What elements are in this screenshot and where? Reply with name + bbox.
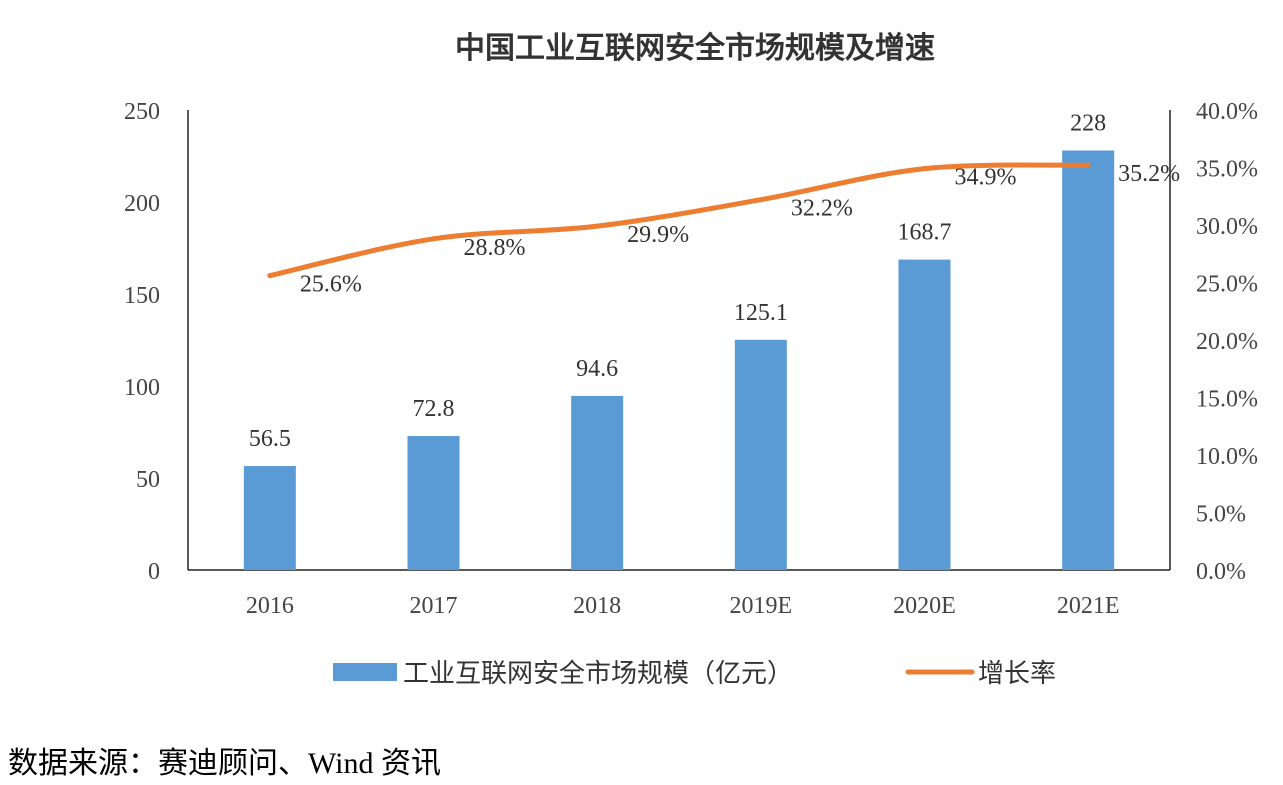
bar-2018 — [571, 395, 624, 570]
growth-value-label: 28.8% — [464, 235, 526, 261]
y-right-tick-label: 35.0% — [1196, 157, 1258, 183]
y-right-tick-label: 10.0% — [1196, 444, 1258, 470]
legend-label-growth-rate: 增长率 — [978, 659, 1056, 689]
bar-value-label: 228 — [1070, 110, 1106, 136]
growth-point-2016 — [267, 273, 273, 279]
growth-point-2020E — [922, 166, 927, 172]
bar-value-label: 168.7 — [898, 220, 952, 246]
chart-title: 中国工业互联网安全市场规模及增速 — [455, 31, 935, 66]
y-right-tick-label: 5.0% — [1196, 502, 1246, 528]
y-left-tick-label: 0 — [148, 559, 160, 585]
x-tick-label: 2020E — [893, 593, 956, 619]
source-note: 数据来源：赛迪顾问、Wind 资讯 — [8, 747, 441, 780]
y-left-tick-label: 250 — [124, 99, 160, 125]
growth-value-label: 35.2% — [1118, 161, 1180, 187]
y-left-tick-label: 200 — [124, 191, 160, 217]
legend-swatch-market-size — [333, 663, 397, 681]
bar-value-label: 56.5 — [249, 426, 291, 452]
growth-value-label: 29.9% — [627, 222, 689, 248]
bar-value-label: 94.6 — [576, 356, 618, 382]
x-tick-label: 2018 — [573, 593, 621, 619]
y-right-tick-label: 15.0% — [1196, 387, 1258, 413]
y-left-tick-label: 150 — [124, 283, 160, 309]
x-tick-label: 2021E — [1057, 593, 1120, 619]
y-left-tick-label: 100 — [124, 375, 160, 401]
growth-point-2017 — [431, 236, 436, 242]
x-tick-label: 2016 — [246, 593, 294, 619]
y-right-tick-label: 20.0% — [1196, 329, 1258, 355]
chart: 中国工业互联网安全市场规模及增速 0 50 100 150 200 250 0.0% 5.0%… — [124, 31, 1258, 689]
legend: 工业互联网安全市场规模（亿元） 增长率 — [333, 659, 1056, 689]
growth-value-label: 32.2% — [791, 196, 853, 222]
x-tick-label: 2019E — [729, 593, 792, 619]
x-tick-label: 2017 — [410, 593, 458, 619]
bar-2016 — [243, 466, 296, 570]
bar-2019E — [734, 339, 787, 570]
growth-point-2021E — [1085, 162, 1091, 168]
growth-point-2018 — [594, 223, 600, 229]
growth-value-label: 25.6% — [300, 272, 362, 298]
bar-2021E — [1062, 150, 1115, 571]
bar-value-label: 72.8 — [413, 396, 455, 422]
y-right-tick-label: 25.0% — [1196, 272, 1258, 298]
legend-label-market-size: 工业互联网安全市场规模（亿元） — [403, 659, 793, 689]
plot-area: 0 50 100 150 200 250 0.0% 5.0% 10.0% 15.0% 20.0% 25… — [124, 99, 1258, 619]
bar-2017 — [407, 436, 460, 570]
growth-rate-line — [267, 162, 1091, 279]
bar-value-label: 125.1 — [734, 300, 788, 326]
y-right-tick-label: 40.0% — [1196, 99, 1258, 125]
bar-2020E — [898, 259, 951, 570]
y-right-tick-label: 30.0% — [1196, 214, 1258, 240]
y-right-tick-label: 0.0% — [1196, 559, 1246, 585]
y-left-tick-label: 50 — [136, 467, 160, 493]
growth-value-label: 34.9% — [955, 165, 1017, 191]
growth-point-2019E — [758, 197, 764, 203]
